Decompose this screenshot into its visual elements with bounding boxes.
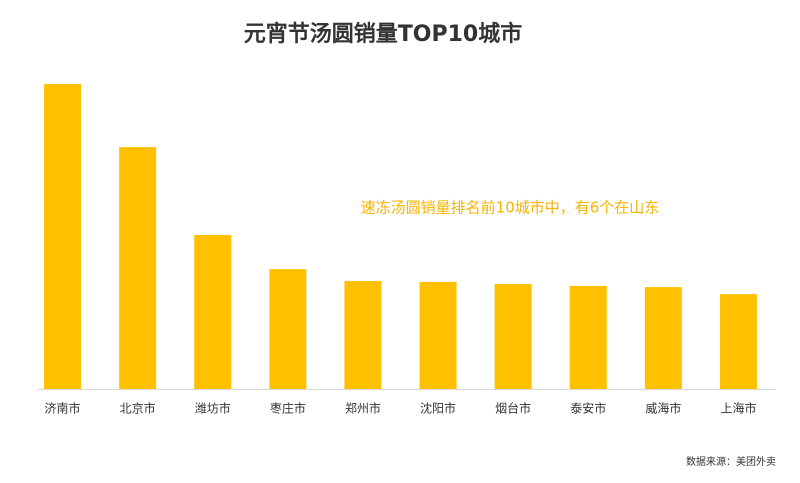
x-tick-label: 济南市 <box>45 401 81 416</box>
bar <box>644 287 682 389</box>
bar <box>419 281 457 389</box>
x-tick-label: 烟台市 <box>495 401 531 416</box>
bar <box>269 269 307 389</box>
bar <box>194 234 232 389</box>
bar <box>44 84 82 389</box>
chart-title: 元宵节汤圆销量TOP10城市 <box>244 21 522 47</box>
source-note: 数据来源：美团外卖 <box>686 455 776 468</box>
annotation: 速冻汤圆销量排名前10城市中，有6个在山东 <box>361 199 660 217</box>
x-tick-label: 郑州市 <box>345 401 381 416</box>
x-tick-label: 上海市 <box>720 401 756 416</box>
x-tick-label: 威海市 <box>645 401 681 416</box>
x-tick-label: 潍坊市 <box>195 401 231 416</box>
bar <box>119 147 157 389</box>
x-tick-label: 沈阳市 <box>420 401 456 416</box>
x-tick-label: 北京市 <box>120 401 156 416</box>
bar <box>719 294 757 389</box>
bar <box>344 281 382 389</box>
bar <box>569 285 607 389</box>
x-tick-label: 枣庄市 <box>270 401 306 416</box>
x-tick-label: 泰安市 <box>570 401 606 416</box>
bar <box>494 284 532 389</box>
